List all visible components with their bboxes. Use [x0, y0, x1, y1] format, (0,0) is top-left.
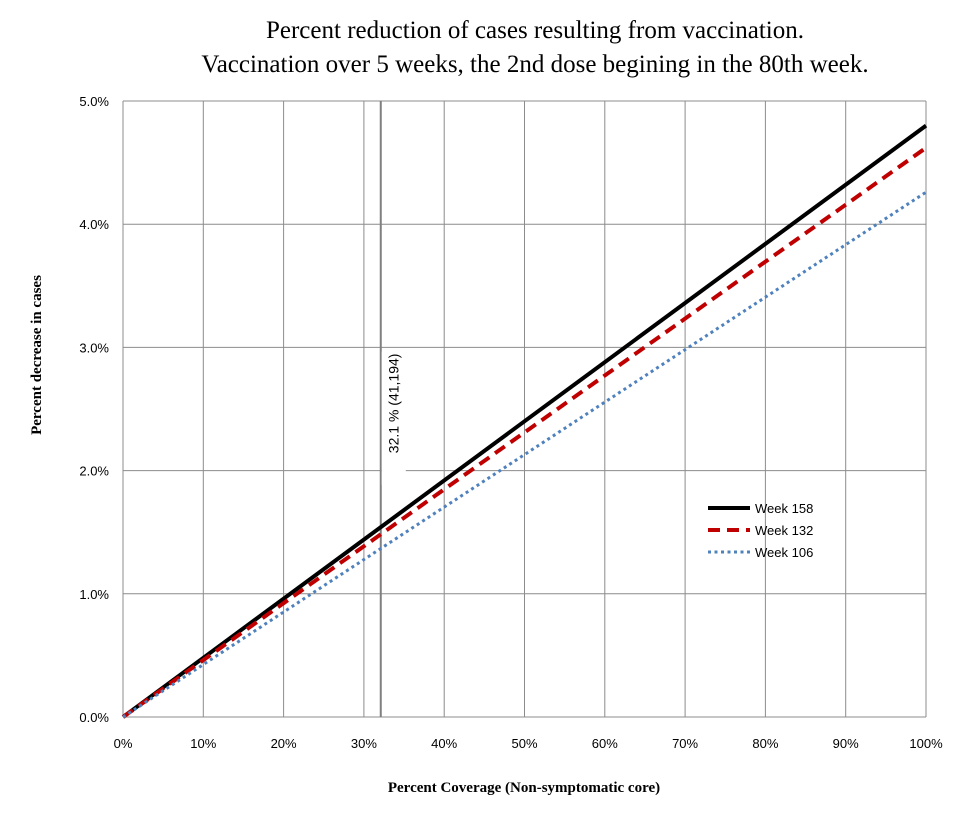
- x-tick-label: 40%: [431, 736, 457, 751]
- chart-title-line-2: Vaccination over 5 weeks, the 2nd dose b…: [201, 51, 868, 78]
- chart-title-line-1: Percent reduction of cases resulting fro…: [266, 17, 804, 44]
- x-tick-label: 100%: [909, 736, 943, 751]
- y-tick-label: 0.0%: [79, 710, 109, 725]
- y-tick-label: 4.0%: [79, 217, 109, 232]
- legend-label: Week 106: [755, 545, 813, 560]
- plot-grid: [122, 100, 927, 718]
- x-tick-label: 90%: [833, 736, 859, 751]
- legend-label: Week 132: [755, 523, 813, 538]
- annotations: 32.1 % (41,194): [379, 101, 406, 717]
- x-axis-title: Percent Coverage (Non-symptomatic core): [388, 780, 660, 796]
- x-tick-label: 60%: [592, 736, 618, 751]
- annotation-label-background: [381, 351, 406, 485]
- legend-label: Week 158: [755, 501, 813, 516]
- legend: Week 158 Week 132 Week 106: [708, 501, 813, 560]
- series-line-week-158: [121, 123, 928, 719]
- axis-ticks: 0.0% 1.0% 2.0% 3.0% 4.0% 5.0% 0% 10% 20% 30% 40% 50…: [79, 94, 943, 751]
- x-tick-label: 0%: [114, 736, 133, 751]
- series-line-week-132: [121, 146, 928, 719]
- series-lines: [121, 123, 928, 719]
- annotation-label: 32.1 % (41,194): [386, 354, 402, 454]
- x-tick-label: 10%: [190, 736, 216, 751]
- y-tick-label: 5.0%: [79, 94, 109, 109]
- x-tick-label: 50%: [511, 736, 537, 751]
- y-axis-title: Percent decrease in cases: [29, 275, 45, 435]
- x-tick-label: 30%: [351, 736, 377, 751]
- y-tick-label: 2.0%: [79, 464, 109, 479]
- x-tick-label: 70%: [672, 736, 698, 751]
- y-tick-label: 1.0%: [79, 587, 109, 602]
- y-tick-label: 3.0%: [79, 340, 109, 355]
- x-tick-label: 20%: [271, 736, 297, 751]
- x-tick-label: 80%: [752, 736, 778, 751]
